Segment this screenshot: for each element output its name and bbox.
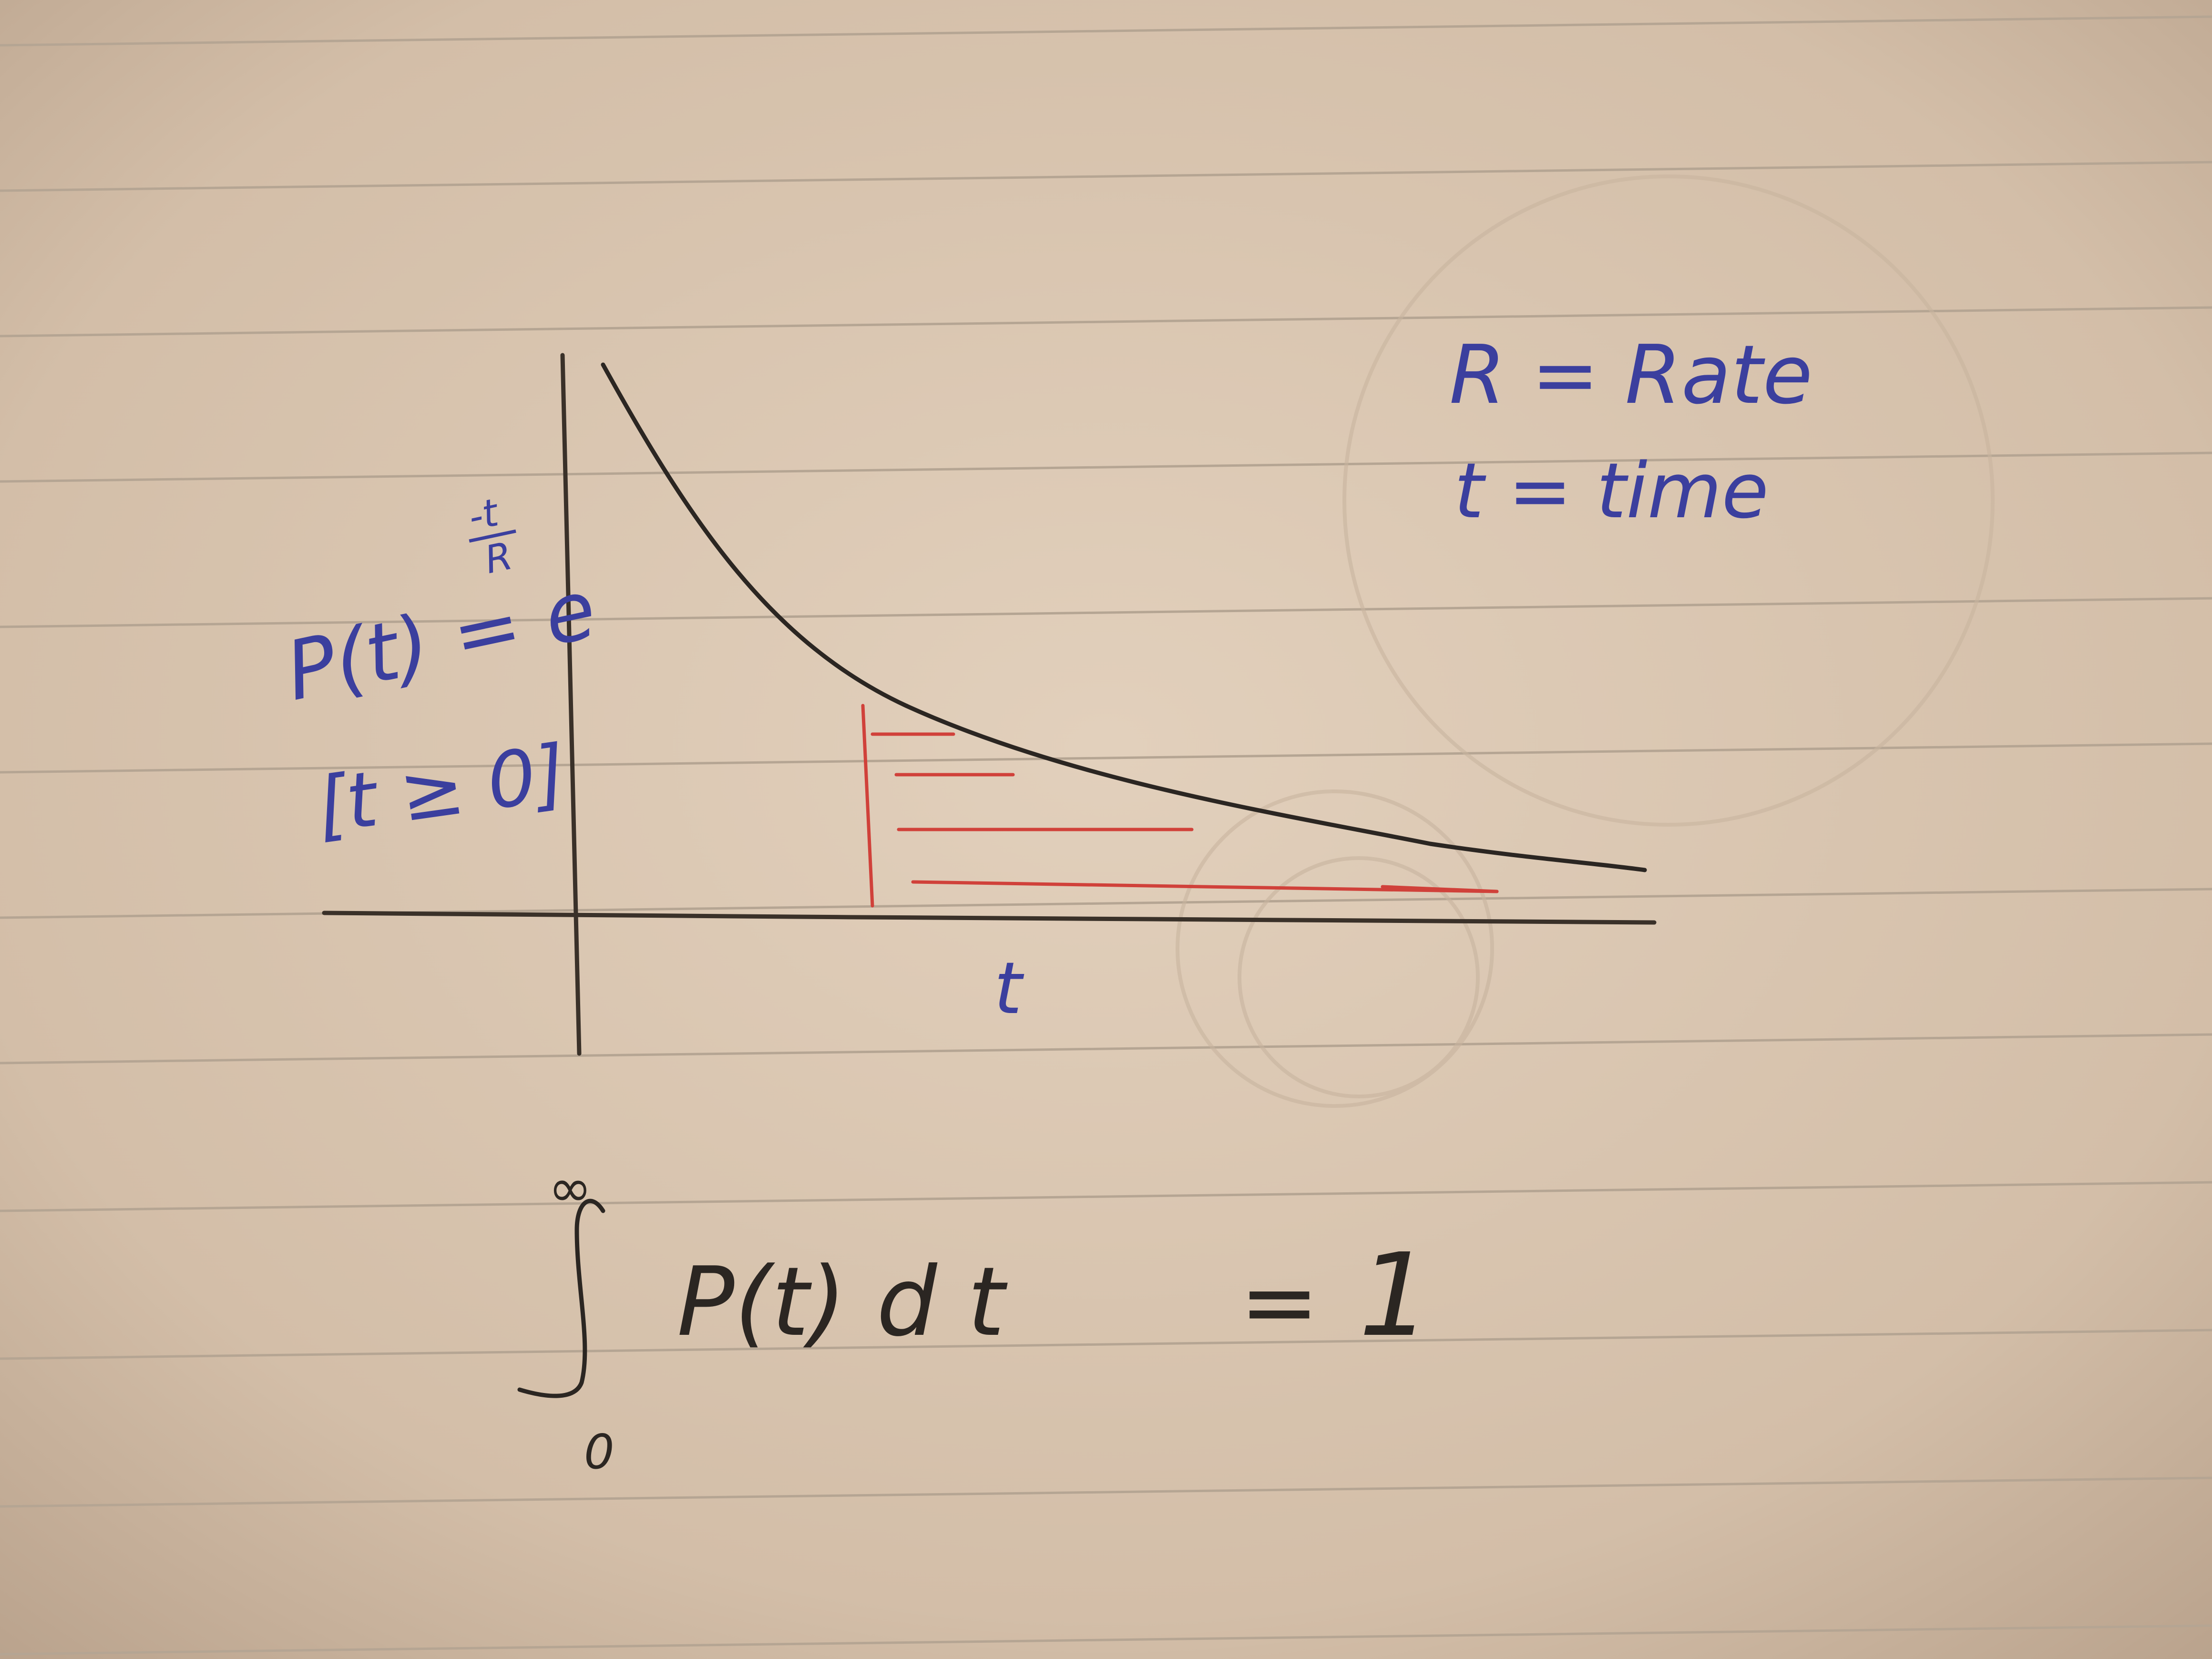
shaded-area-boundary [861,704,874,908]
equals-sign: = [1239,1247,1320,1358]
exponential-decay-curve [601,362,1647,872]
exponent-fraction-bar [469,529,516,543]
x-axis-label: t [994,947,1024,1030]
integrand: P(t) d t [677,1247,1008,1358]
x-axis [322,911,1657,925]
time-definition: t = time [1454,446,1769,535]
integral-equation: ∞ 0 P(t) d t = 1 [517,1157,1432,1480]
ruled-lines [0,15,2212,1656]
integral-sign [517,1198,605,1398]
paper-stains [1176,174,1995,1108]
y-axis [560,353,582,1056]
shaded-area-region [861,704,1499,908]
integral-result: 1 [1359,1229,1432,1362]
rate-definition: R = Rate [1449,328,1813,422]
shaded-area-hatch [911,880,1499,893]
integral-upper-limit: ∞ [548,1157,592,1219]
integral-lower-limit: 0 [584,1424,614,1480]
shaded-area-hatch [1381,885,1499,893]
